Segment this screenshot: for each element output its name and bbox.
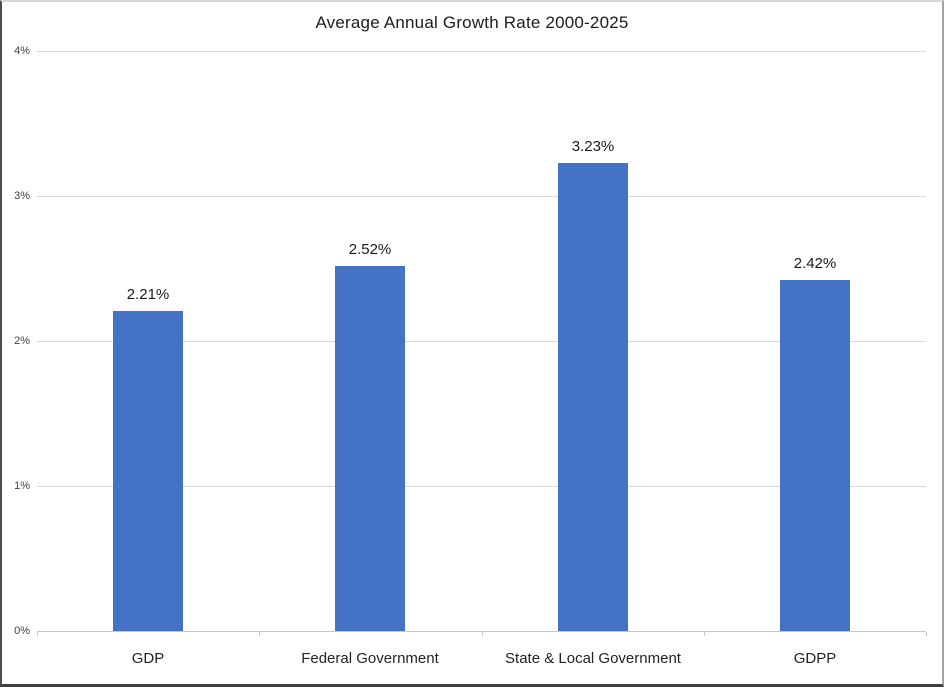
y-axis-tick-label: 4% [14, 45, 30, 57]
bar-data-label: 3.23% [571, 138, 615, 155]
bar-data-label: 2.21% [126, 286, 170, 303]
x-axis-tick [482, 632, 483, 636]
bar [780, 280, 850, 631]
x-axis-tick [704, 632, 705, 636]
gridline [37, 51, 926, 52]
bar [335, 266, 405, 631]
x-axis-tick [37, 632, 38, 636]
x-axis-tick [926, 632, 927, 636]
x-axis-category-label: GDP [131, 650, 165, 667]
x-axis-tick [259, 632, 260, 636]
y-axis-tick-label: 1% [14, 480, 30, 492]
chart-title: Average Annual Growth Rate 2000-2025 [315, 13, 629, 32]
bar [558, 163, 628, 631]
x-axis-category-label: Federal Government [301, 650, 439, 667]
x-axis-category-label: State & Local Government [505, 650, 681, 667]
x-axis-line [37, 631, 926, 632]
bar [113, 311, 183, 631]
bar-data-label: 2.52% [348, 241, 392, 258]
y-axis-tick-label: 0% [14, 625, 30, 637]
bar-data-label: 2.42% [793, 255, 837, 272]
gridline [37, 486, 926, 487]
y-axis-tick-label: 3% [14, 190, 30, 202]
gridline [37, 196, 926, 197]
y-axis-tick-label: 2% [14, 335, 30, 347]
x-axis-category-label: GDPP [793, 650, 837, 667]
gridline [37, 341, 926, 342]
